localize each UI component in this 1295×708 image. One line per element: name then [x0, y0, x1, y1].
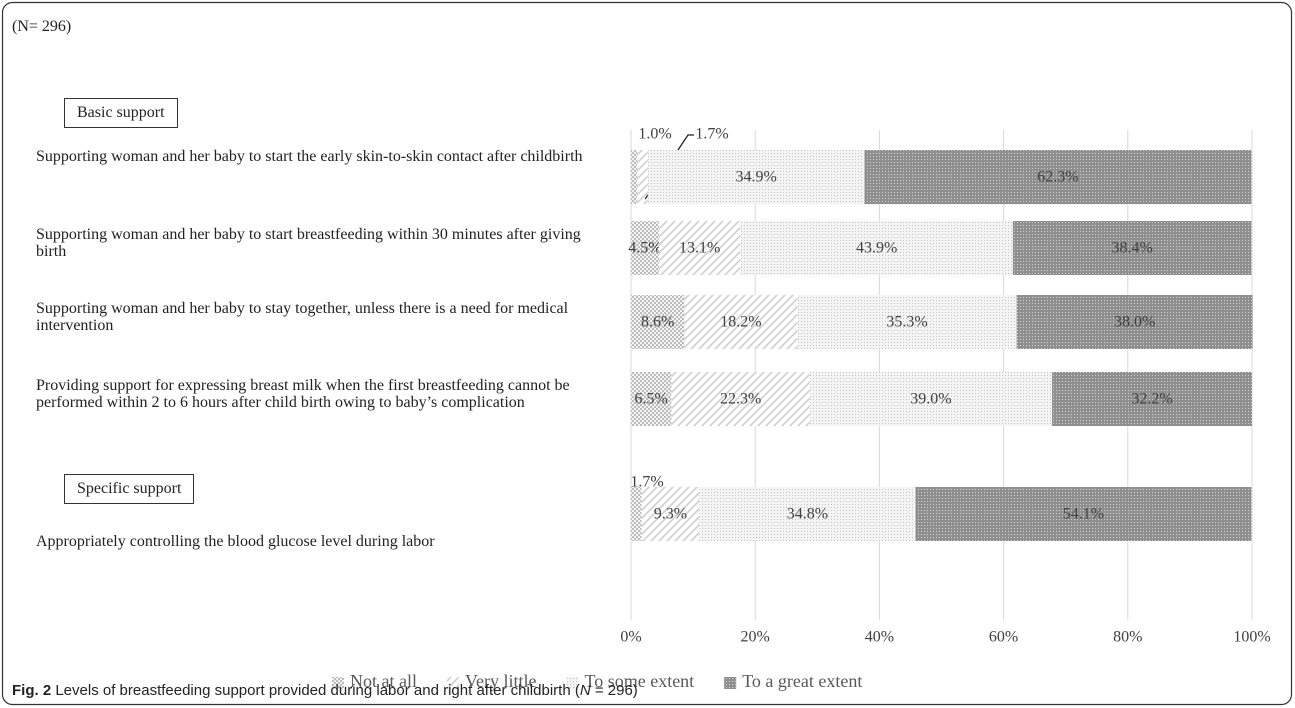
category-label: Supporting woman and her baby to stay to…: [36, 300, 569, 334]
x-tick-label: 40%: [865, 629, 894, 646]
x-tick-label: 80%: [1113, 629, 1142, 646]
data-label: 43.9%: [856, 240, 897, 257]
data-label: 6.5%: [635, 391, 668, 408]
bar-segment: [647, 150, 865, 204]
data-label: 22.3%: [720, 391, 761, 408]
legend-swatch: [446, 677, 459, 689]
bar-segment: [631, 487, 642, 541]
bar-segment: [864, 150, 1252, 204]
bar-segment: [915, 487, 1252, 541]
category-label: Appropriately controlling the blood gluc…: [36, 533, 435, 550]
data-label: 13.1%: [679, 240, 720, 257]
category-label: Providing support for expressing breast …: [36, 377, 570, 411]
legend-label: Very little: [465, 671, 536, 691]
bar-segment: [631, 295, 685, 349]
caption-label: Fig. 2: [12, 682, 52, 699]
caption: Fig. 2 Levels of breastfeeding support p…: [12, 682, 638, 699]
data-label: 35.3%: [886, 314, 927, 331]
caption-italic: N: [579, 682, 591, 699]
bar-segment: [631, 372, 672, 426]
data-label: 32.2%: [1131, 391, 1172, 408]
category-label: Supporting woman and her baby to start b…: [36, 226, 581, 260]
caption-text: Levels of breastfeeding support provided…: [55, 682, 580, 699]
bar-segment: [797, 295, 1017, 349]
caption-tail: = 296): [590, 682, 638, 699]
data-label: 54.1%: [1063, 506, 1104, 523]
bar-segment: [671, 372, 810, 426]
data-label: 62.3%: [1037, 169, 1078, 186]
legend-label: To a great extent: [742, 671, 862, 691]
bar-segment: [1052, 372, 1252, 426]
bar-segment: [740, 221, 1013, 275]
legend-swatch: [566, 677, 579, 689]
legend-swatch: [332, 677, 344, 689]
x-tick-label: 100%: [1233, 629, 1270, 646]
bar-segment: [631, 221, 659, 275]
data-label: 18.2%: [720, 314, 761, 331]
bar-segment: [641, 487, 700, 541]
legend-swatch: [724, 677, 737, 689]
bar-segment: [699, 487, 916, 541]
bar-segment: [637, 150, 648, 204]
category-label: Supporting woman and her baby to start t…: [36, 148, 583, 165]
data-label: 8.6%: [641, 314, 674, 331]
data-label: 38.0%: [1114, 314, 1155, 331]
bar-segment: [1012, 221, 1252, 275]
x-tick-label: 0%: [620, 629, 641, 646]
x-tick-label: 20%: [741, 629, 770, 646]
group-label: Specific support: [64, 474, 195, 504]
group-label: Basic support: [64, 98, 178, 128]
bar-segment: [658, 221, 741, 275]
data-label: 39.0%: [910, 391, 951, 408]
data-label: 1.0%: [638, 126, 671, 143]
bar-segment: [631, 150, 638, 204]
bar-segment: [1016, 295, 1253, 349]
data-label: 34.8%: [787, 506, 828, 523]
data-label: 1.7%: [630, 474, 663, 491]
bar-segment: [684, 295, 798, 349]
data-label: 38.4%: [1111, 240, 1152, 257]
legend-label: Not at all: [350, 671, 417, 691]
data-label: 9.3%: [654, 506, 687, 523]
data-label: 34.9%: [735, 169, 776, 186]
legend-label: To some extent: [584, 671, 694, 691]
data-label: 4.5%: [628, 240, 661, 257]
x-tick-label: 60%: [989, 629, 1018, 646]
data-label: 1.7%: [695, 126, 728, 143]
sample-note: (N= 296): [12, 18, 72, 35]
bar-segment: [809, 372, 1053, 426]
